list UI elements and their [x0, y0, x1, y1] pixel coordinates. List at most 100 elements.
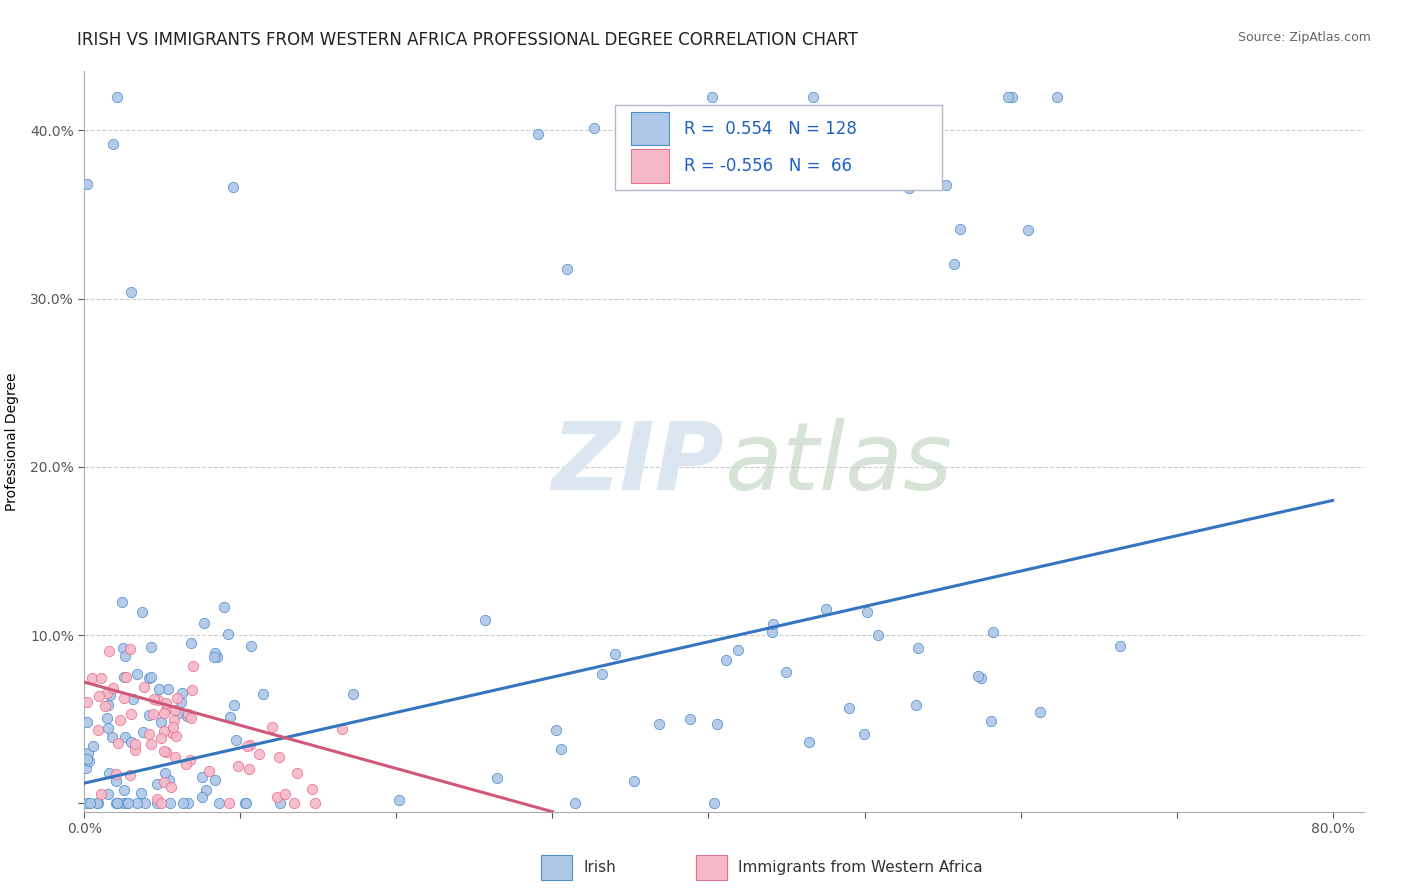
Point [564, 797, 586, 811]
Point [273, 787, 295, 801]
Point [727, 643, 749, 657]
Point [125, 797, 148, 811]
Y-axis label: Professional Degree: Professional Degree [6, 372, 18, 511]
Point [90, 787, 112, 801]
Point [582, 120, 605, 135]
Point [165, 749, 187, 764]
Point [97, 698, 120, 712]
Text: R = -0.556   N =  66: R = -0.556 N = 66 [685, 157, 852, 175]
Point [269, 797, 291, 811]
Point [148, 682, 170, 697]
Point [124, 737, 146, 751]
Point [218, 710, 240, 724]
Point [82, 739, 104, 753]
Point [474, 613, 496, 627]
Point [942, 257, 965, 271]
Point [138, 727, 160, 741]
Point [150, 731, 173, 745]
Point [142, 707, 165, 722]
Point [155, 696, 177, 710]
Point [228, 759, 250, 773]
Point [714, 653, 737, 667]
Point [112, 690, 135, 705]
Point [112, 640, 135, 655]
Point [153, 706, 176, 721]
Point [153, 744, 176, 758]
Point [177, 797, 200, 811]
Point [180, 636, 202, 650]
Point [143, 692, 166, 706]
FancyBboxPatch shape [631, 112, 669, 145]
Point [124, 743, 146, 757]
Point [202, 649, 225, 664]
Point [150, 797, 173, 811]
Point [997, 89, 1019, 103]
Point [131, 605, 153, 619]
Point [205, 649, 228, 664]
Point [252, 687, 274, 701]
Point [114, 648, 136, 663]
Text: IRISH VS IMMIGRANTS FROM WESTERN AFRICA PROFESSIONAL DEGREE CORRELATION CHART: IRISH VS IMMIGRANTS FROM WESTERN AFRICA … [77, 31, 858, 49]
Point [648, 717, 671, 731]
Point [141, 640, 163, 655]
Point [212, 599, 235, 614]
Point [260, 720, 283, 734]
Point [190, 789, 212, 804]
Point [76, 751, 98, 765]
Point [159, 797, 181, 811]
Point [170, 686, 193, 700]
Point [90, 672, 112, 686]
Point [170, 695, 193, 709]
Point [897, 181, 920, 195]
Point [679, 712, 702, 726]
Point [304, 797, 326, 811]
Point [87, 797, 110, 811]
Point [105, 797, 128, 811]
Point [814, 601, 837, 615]
Point [197, 764, 219, 779]
Point [180, 711, 202, 725]
Point [1108, 639, 1130, 653]
Point [177, 706, 200, 721]
Point [239, 738, 262, 752]
Point [179, 754, 201, 768]
Text: atlas: atlas [724, 418, 952, 509]
Point [208, 797, 231, 811]
Point [204, 646, 226, 660]
Point [76, 797, 98, 811]
Point [101, 136, 124, 151]
Point [105, 797, 128, 811]
Point [112, 670, 135, 684]
Point [217, 627, 239, 641]
Point [194, 783, 217, 797]
Text: R =  0.554   N = 128: R = 0.554 N = 128 [685, 120, 858, 137]
Point [120, 735, 142, 749]
Point [96, 686, 118, 700]
Point [165, 703, 187, 717]
Point [94, 698, 117, 713]
Point [706, 716, 728, 731]
Point [233, 797, 256, 811]
Point [935, 178, 957, 193]
Point [801, 89, 824, 103]
Point [115, 797, 138, 811]
Point [1028, 705, 1050, 719]
Point [145, 791, 167, 805]
Point [193, 615, 215, 630]
Point [222, 698, 245, 712]
Point [527, 127, 550, 141]
Point [156, 681, 179, 696]
Point [105, 89, 128, 103]
Point [868, 628, 890, 642]
Point [623, 774, 645, 789]
Point [139, 737, 162, 751]
Point [162, 720, 184, 734]
Point [970, 671, 993, 685]
Point [703, 797, 725, 811]
Point [120, 285, 142, 299]
Point [79, 797, 101, 811]
Point [157, 773, 180, 788]
Point [180, 683, 202, 698]
Point [591, 666, 613, 681]
Point [176, 756, 198, 771]
